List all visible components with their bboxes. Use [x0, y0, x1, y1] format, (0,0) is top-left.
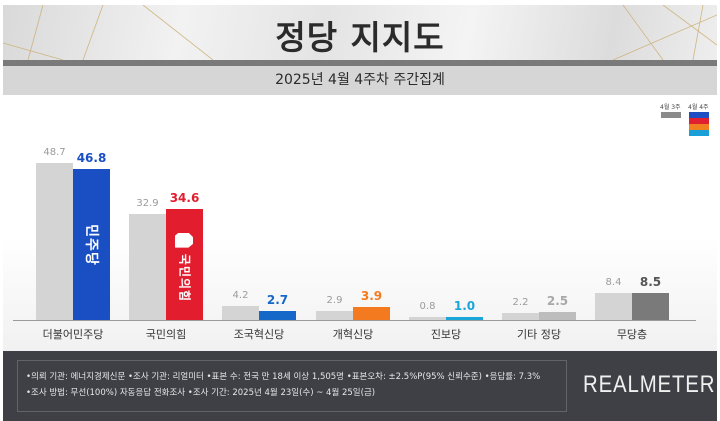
category-label: 기타 정당 — [517, 328, 561, 341]
bar-prev-week — [129, 214, 166, 320]
bar-prev-week — [316, 310, 353, 320]
value-label-cur: 2.5 — [546, 293, 569, 308]
legend: 4월 3주 4월 4주 — [655, 100, 715, 145]
value-label-prev: 32.9 — [136, 198, 159, 210]
chart-baseline — [13, 320, 696, 321]
value-label-cur: 3.9 — [360, 289, 383, 304]
category-label: 무당층 — [616, 328, 648, 341]
bar-group: 국민의힘 32.9 34.6 국민의힘 — [129, 0, 203, 421]
bar-group: 민주당 48.7 46.8 더불어민주당 — [36, 0, 110, 421]
bar-cur-week: 국민의힘 — [166, 208, 203, 320]
brand-logo: REALMETER — [583, 371, 716, 398]
value-label-prev: 0.8 — [419, 301, 436, 313]
category-label: 국민의힘 — [145, 328, 187, 341]
value-label-cur: 8.5 — [639, 274, 662, 289]
bar-cur-week — [632, 292, 669, 320]
value-label-prev: 8.4 — [605, 276, 622, 288]
value-label-cur: 2.7 — [266, 293, 289, 308]
bar-cur-week — [259, 311, 296, 320]
survey-info-box: •의뢰 기관: 에너지경제신문 •조사 기관: 리얼미터 •표본 수: 전국 만… — [17, 360, 567, 412]
chart-subtitle: 2025년 4월 4주차 주간집계 — [3, 66, 717, 95]
value-label-cur: 34.6 — [169, 190, 200, 205]
bar-prev-week — [36, 163, 73, 320]
category-label: 더불어민주당 — [42, 328, 104, 341]
bar-cur-week — [539, 311, 576, 320]
page-title: 정당 지지도 — [275, 18, 445, 57]
party-mark-icon — [175, 232, 193, 248]
header-banner: 정당 지지도 — [3, 5, 717, 60]
value-label-cur: 1.0 — [453, 298, 476, 313]
decorative-lines-icon — [3, 5, 717, 60]
legend-label-prev: 4월 3주 — [660, 104, 681, 111]
bar-prev-week — [595, 292, 632, 320]
survey-info-line-2: •조사 방법: 무선(100%) 자동응답 전화조사 •조사 기간: 2025년… — [26, 388, 376, 398]
value-label-prev: 48.7 — [43, 147, 66, 159]
legend-label-cur: 4월 4주 — [688, 104, 709, 111]
bar-cur-week — [353, 307, 390, 320]
category-label: 진보당 — [430, 328, 462, 341]
value-label-prev: 4.2 — [232, 290, 249, 302]
footer: •의뢰 기관: 에너지경제신문 •조사 기관: 리얼미터 •표본 수: 전국 만… — [3, 351, 717, 421]
category-label: 개혁신당 — [332, 328, 374, 341]
bar-group: 2.2 2.5 기타 정당 — [502, 0, 576, 421]
bar-group: 2.9 3.9 개혁신당 — [316, 0, 390, 421]
party-logo-ppp: 국민의힘 — [177, 253, 191, 302]
bar-prev-week — [222, 306, 259, 320]
legend-swatch-cur — [689, 112, 709, 136]
bar-prev-week — [409, 317, 446, 320]
survey-info-line-1: •의뢰 기관: 에너지경제신문 •조사 기관: 리얼미터 •표본 수: 전국 만… — [26, 372, 541, 382]
bar-group: 8.4 8.5 무당층 — [595, 0, 669, 421]
value-label-prev: 2.9 — [326, 294, 343, 306]
bar-group: 0.8 1.0 진보당 — [409, 0, 483, 421]
bar-prev-week — [502, 312, 539, 320]
header-divider — [3, 60, 717, 66]
bar-group: 4.2 2.7 조국혁신당 — [222, 0, 296, 421]
party-logo-democratic: 민주당 — [82, 223, 99, 266]
value-label-cur: 46.8 — [76, 151, 107, 166]
bar-cur-week — [446, 316, 483, 320]
category-label: 조국혁신당 — [233, 328, 285, 341]
legend-swatch-prev — [661, 112, 681, 118]
value-label-prev: 2.2 — [512, 296, 529, 308]
bar-cur-week: 민주당 — [73, 169, 110, 320]
